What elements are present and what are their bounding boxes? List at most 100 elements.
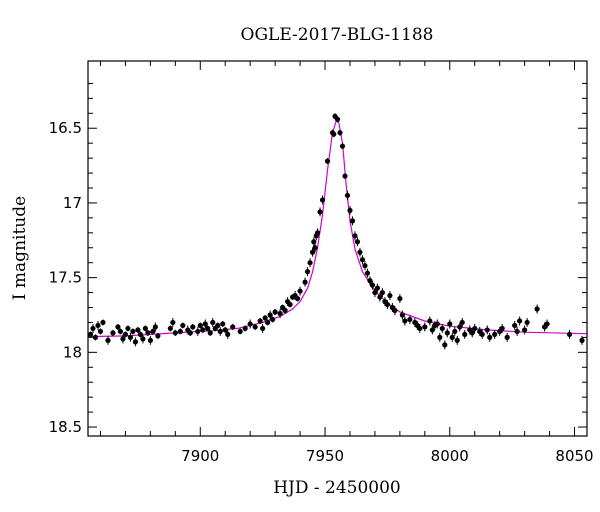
data-point [230,324,236,330]
data-point [207,330,213,336]
data-point [95,322,101,329]
data-point [252,324,258,330]
data-point [190,324,196,330]
data-point [472,325,478,332]
data-point [479,331,485,338]
data-point [309,249,316,255]
data-point [210,319,216,326]
data-point [180,322,186,329]
data-point [504,334,510,340]
data-point [392,307,398,314]
data-point [324,158,331,164]
y-tick-label: 18 [63,343,82,361]
data-point [331,131,337,137]
x-tick-label: 7950 [306,447,344,465]
data-point [97,328,104,335]
y-axis-label: I magnitude [10,196,30,300]
data-point [469,330,475,336]
data-point [319,197,326,203]
y-tick-label: 16.5 [49,119,82,137]
data-point [225,331,231,338]
data-point [544,321,550,327]
data-point [222,327,228,333]
data-point [369,282,376,288]
data-point [352,233,358,239]
data-point [344,192,351,199]
data-point [367,278,373,284]
data-point [364,270,371,276]
data-point [205,325,211,332]
data-point [132,339,139,345]
data-point [302,279,308,285]
data-point [484,327,490,333]
data-point [267,312,273,318]
data-point [512,322,518,329]
data-point [247,321,253,327]
data-point [145,330,151,336]
data-point [307,260,313,266]
data-point [354,239,361,245]
data-point [217,328,223,335]
data-point [87,331,94,338]
data-point [342,173,348,179]
data-point [429,327,435,333]
data-point [317,209,323,215]
data-point [270,316,276,323]
data-point [130,328,136,335]
data-points-group [87,113,585,350]
data-point [492,331,498,338]
data-point [100,319,106,326]
data-point [384,301,390,308]
data-point [447,321,453,327]
data-point [442,342,448,348]
data-point [444,330,450,336]
x-tick-label: 8000 [431,447,469,465]
data-point [172,330,178,336]
data-point [347,207,353,214]
data-point [534,306,540,312]
data-point [122,331,129,338]
data-point [337,130,343,136]
data-point [260,325,266,332]
data-point [125,325,131,332]
data-point [399,312,405,318]
data-point [195,328,201,335]
data-point [357,249,363,255]
data-point [127,334,134,340]
data-point [272,309,278,315]
x-tick-label: 8050 [555,447,593,465]
data-point [434,321,440,327]
model-curve [87,119,588,338]
data-point [262,315,268,321]
data-point [387,292,393,299]
data-point [242,325,248,332]
data-point [200,327,206,333]
data-point [120,336,126,342]
data-point [462,331,468,338]
data-point [135,327,141,333]
data-point [304,269,311,275]
data-point [379,289,386,296]
data-point [90,325,96,332]
data-point [92,334,99,340]
data-point [287,301,293,308]
data-point [155,333,161,339]
data-point [202,321,208,327]
data-point [339,143,346,149]
data-point [215,322,221,329]
data-point [257,318,263,324]
data-point [372,289,378,296]
data-point [334,116,341,122]
data-point [566,331,573,338]
model-curve-group [87,119,588,338]
y-tick-label: 18.5 [49,418,82,436]
chart-title: OGLE-2017-BLG-1188 [241,25,434,45]
data-point [499,325,505,332]
data-point [417,325,423,332]
y-tick-label: 17 [63,194,82,212]
data-point [377,294,383,300]
data-point [115,324,121,330]
data-point [454,337,460,343]
data-point [110,330,116,336]
